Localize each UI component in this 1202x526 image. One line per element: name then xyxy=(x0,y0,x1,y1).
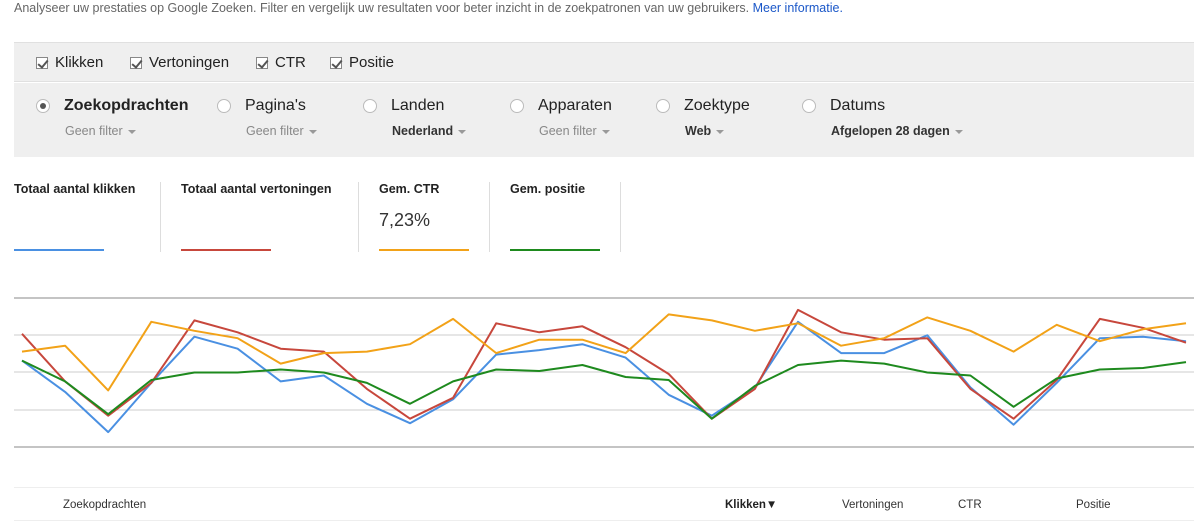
metric-label: Gem. CTR xyxy=(379,182,440,196)
metric-avg-position[interactable]: Gem. positie xyxy=(510,182,615,252)
checkbox-ctr[interactable]: CTR xyxy=(256,54,306,71)
dimension-landen[interactable]: Landen Nederland xyxy=(363,97,467,138)
dimension-filter-dropdown[interactable]: Geen filter xyxy=(539,124,612,138)
dimension-label: Datums xyxy=(830,97,886,114)
dimension-paginas[interactable]: Pagina's Geen filter xyxy=(217,97,317,138)
checkbox-klikken[interactable]: Klikken xyxy=(36,54,103,71)
radio-icon[interactable] xyxy=(802,99,816,113)
metric-checkbox-bar: Klikken Vertoningen CTR Positie xyxy=(14,42,1194,82)
radio-icon[interactable] xyxy=(217,99,231,113)
checkbox-label: CTR xyxy=(275,54,306,71)
chart-series-line-3[interactable] xyxy=(21,359,1187,420)
caret-down-icon xyxy=(601,129,610,134)
dimension-datums[interactable]: Datums Afgelopen 28 dagen xyxy=(802,97,963,138)
column-header-clicks[interactable]: Klikken▼ xyxy=(725,499,778,511)
dimension-zoektype[interactable]: Zoektype Web xyxy=(656,97,750,138)
dimension-label: Landen xyxy=(391,97,445,114)
metric-underline xyxy=(14,249,104,251)
dimension-label: Zoektype xyxy=(684,97,750,114)
checkbox-positie[interactable]: Positie xyxy=(330,54,394,71)
metric-avg-ctr[interactable]: Gem. CTR 7,23% xyxy=(379,182,484,252)
metric-underline xyxy=(510,249,600,251)
metric-value: 7,23% xyxy=(379,210,431,230)
dimension-filter-dropdown[interactable]: Web xyxy=(685,124,750,138)
dimension-label: Apparaten xyxy=(538,97,612,114)
caret-down-icon xyxy=(954,129,963,134)
radio-icon[interactable] xyxy=(656,99,670,113)
dimension-label: Pagina's xyxy=(245,97,306,114)
radio-icon[interactable] xyxy=(363,99,377,113)
dimension-filter-dropdown[interactable]: Nederland xyxy=(392,124,467,138)
checkbox-checked-icon xyxy=(330,56,342,69)
column-header-position[interactable]: Positie xyxy=(1076,499,1111,511)
intro-description: Analyseer uw prestaties op Google Zoeken… xyxy=(14,1,750,15)
chart-series-line-1[interactable] xyxy=(21,308,1187,420)
metric-value xyxy=(14,210,159,234)
column-header-query[interactable]: Zoekopdrachten xyxy=(63,499,147,511)
dimension-label: Zoekopdrachten xyxy=(64,97,189,114)
caret-down-icon xyxy=(458,129,467,134)
dimension-filter-dropdown[interactable]: Geen filter xyxy=(65,124,188,138)
caret-down-icon xyxy=(716,129,725,134)
checkbox-checked-icon xyxy=(36,56,48,69)
dimension-filter-dropdown[interactable]: Afgelopen 28 dagen xyxy=(831,124,963,138)
metric-divider xyxy=(489,182,490,252)
metric-value xyxy=(181,210,356,234)
dimension-apparaten[interactable]: Apparaten Geen filter xyxy=(510,97,612,138)
checkbox-label: Klikken xyxy=(55,54,104,71)
more-info-link[interactable]: Meer informatie. xyxy=(752,1,843,15)
radio-selected-icon[interactable] xyxy=(36,99,50,113)
caret-down-icon xyxy=(308,129,317,134)
checkbox-label: Vertoningen xyxy=(149,54,230,71)
metric-label: Totaal aantal vertoningen xyxy=(181,182,332,196)
metric-underline xyxy=(181,249,271,251)
metric-divider xyxy=(160,182,161,252)
column-header-impressions[interactable]: Vertoningen xyxy=(842,499,904,511)
radio-icon[interactable] xyxy=(510,99,524,113)
performance-line-chart[interactable] xyxy=(14,290,1194,460)
checkbox-label: Positie xyxy=(349,54,395,71)
checkbox-vertoningen[interactable]: Vertoningen xyxy=(130,54,229,71)
metric-divider xyxy=(620,182,621,252)
checkbox-checked-icon xyxy=(130,56,142,69)
column-header-ctr[interactable]: CTR xyxy=(958,499,982,511)
chart-series-line-0[interactable] xyxy=(21,320,1187,434)
checkbox-checked-icon xyxy=(256,56,268,69)
dimension-filter-bar: Zoekopdrachten Geen filter Pagina's Geen… xyxy=(14,83,1194,157)
metric-underline xyxy=(379,249,469,251)
dimension-zoekopdrachten[interactable]: Zoekopdrachten Geen filter xyxy=(36,97,188,138)
caret-down-icon xyxy=(127,129,136,134)
results-table-header: Zoekopdrachten Klikken▼ Vertoningen CTR … xyxy=(14,487,1194,521)
metric-value xyxy=(510,210,615,234)
metric-total-clicks[interactable]: Totaal aantal klikken xyxy=(14,182,159,252)
metric-label: Totaal aantal klikken xyxy=(14,182,136,196)
chart-series-line-2[interactable] xyxy=(21,313,1187,392)
intro-text: Analyseer uw prestaties op Google Zoeken… xyxy=(14,1,843,15)
metric-total-impressions[interactable]: Totaal aantal vertoningen xyxy=(181,182,356,252)
dimension-filter-dropdown[interactable]: Geen filter xyxy=(246,124,317,138)
metric-label: Gem. positie xyxy=(510,182,586,196)
metric-divider xyxy=(358,182,359,252)
